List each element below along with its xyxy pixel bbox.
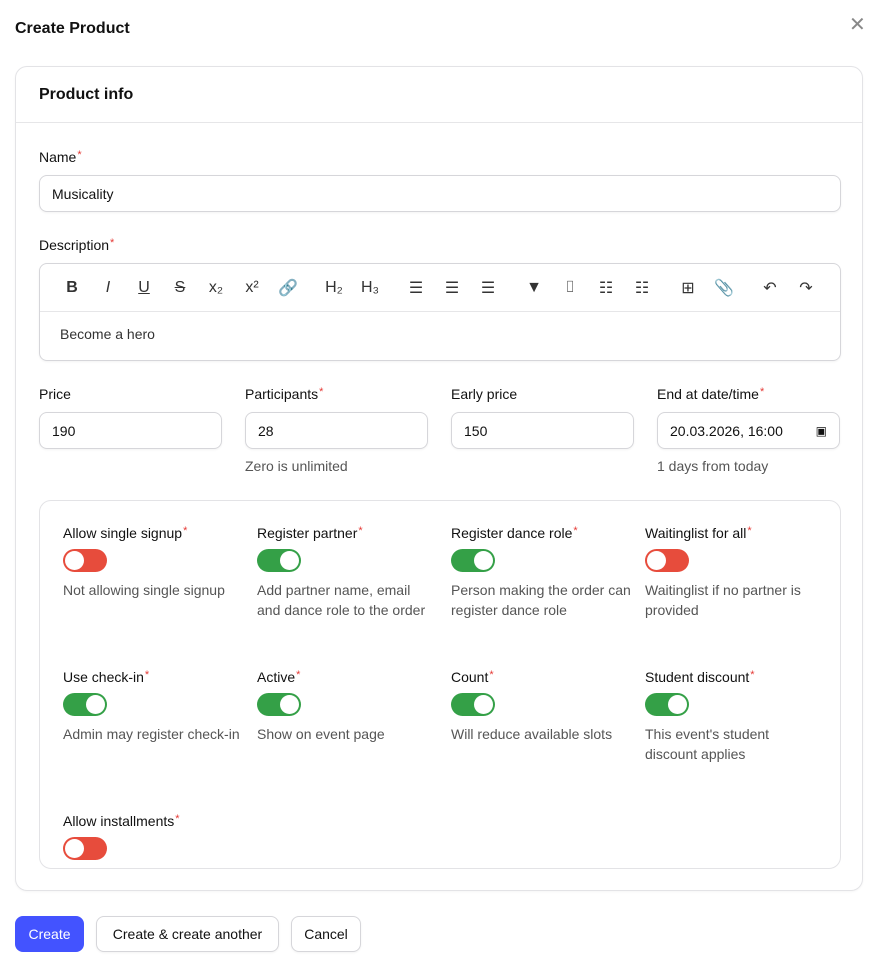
undo-icon[interactable]: ↶ [763,279,777,297]
field-label: Price [39,386,71,402]
toggle-group: Waitinglist for all* Waitinglist if no p… [645,525,825,620]
toggle-switch[interactable] [63,693,107,716]
toggle-description: Show on event page [257,726,385,742]
attach-icon[interactable]: 📎 [714,279,734,297]
heading2-icon[interactable]: H₂ [325,278,343,296]
toggle-group: Active* Show on event page [257,669,437,744]
italic-icon[interactable]: I [105,278,111,296]
underline-icon[interactable]: U [138,278,150,296]
toggle-label: Use check-in* [63,669,150,685]
field-input[interactable]: 150 [451,412,634,449]
field-input[interactable]: 20.03.2026, 16:00 ▣ [657,412,840,449]
toggle-label: Waitinglist for all* [645,525,752,541]
close-icon[interactable]: ✕ [849,14,866,36]
toggle-group: Register dance role* Person making the o… [451,525,631,620]
toggle-label: Register partner* [257,525,363,541]
toggle-description: This event's student discount applies [645,726,770,762]
toggle-switch[interactable] [63,549,107,572]
toggle-label: Count* [451,669,494,685]
toggle-label: Active* [257,669,301,685]
bullet-list-icon[interactable]: ☷ [598,279,614,297]
toggle-description: Not allowing single signup [63,582,225,598]
toggle-group: Use check-in* Admin may register check-i… [63,669,243,744]
ordered-list-icon[interactable]: ☷ [634,279,650,297]
field-help: Zero is unlimited [245,458,348,474]
toggle-switch[interactable] [645,693,689,716]
name-label: Name* [39,149,82,165]
toggle-group: Count* Will reduce available slots [451,669,631,744]
description-label: Description* [39,237,115,253]
strikethrough-icon[interactable]: S [174,278,186,296]
toggle-description: Will reduce available slots [451,726,613,742]
subscript-icon[interactable]: x₂ [208,278,224,296]
redo-icon[interactable]: ↷ [799,279,813,297]
create-button[interactable]: Create [15,916,84,952]
field-input[interactable]: 190 [39,412,222,449]
toggle-description: Person making the order can register dan… [451,582,631,618]
calendar-icon[interactable]: ▣ [815,423,827,438]
toggle-label: Allow installments* [63,813,180,829]
field-value: 20.03.2026, 16:00 [670,422,783,439]
field-label: End at date/time* [657,386,765,402]
toggle-switch[interactable] [63,837,107,860]
toggle-switch[interactable] [257,693,301,716]
toggle-switch[interactable] [645,549,689,572]
field-input[interactable]: 28 [245,412,428,449]
toggle-switch[interactable] [257,549,301,572]
toggle-label: Student discount* [645,669,755,685]
toggle-label: Register dance role* [451,525,578,541]
align-center-icon[interactable]: ☰ [444,279,460,297]
toggle-description: Admin may register check-in [63,726,240,742]
field-label: Early price [451,386,518,402]
heading3-icon[interactable]: H₃ [360,278,380,296]
align-right-icon[interactable]: ☰ [480,279,496,297]
settings-panel: Allow single signup* Not allowing single… [39,500,841,869]
card-title: Product info [16,67,862,123]
product-info-card: Product info Name* Musicality Descriptio… [15,66,863,891]
toggle-group: Allow installments* [63,813,243,860]
name-input[interactable]: Musicality [39,175,841,212]
field-label: Participants* [245,386,324,402]
description-content[interactable]: Become a hero [60,326,155,342]
bold-icon[interactable]: B [66,278,78,296]
create-another-button[interactable]: Create & create another [96,916,279,952]
toggle-switch[interactable] [451,549,495,572]
toggle-description: Add partner name, email and dance role t… [257,582,426,618]
link-icon[interactable]: 🔗 [278,279,298,297]
toggle-label: Allow single signup* [63,525,188,541]
align-left-icon[interactable]: ☰ [408,279,424,297]
superscript-icon[interactable]: x² [245,278,259,296]
table-icon[interactable]: ⊞ [681,279,695,297]
blockquote-icon[interactable]: ▼ [526,278,542,296]
field-value: 150 [464,422,488,439]
field-value: 190 [52,422,76,439]
field-help: 1 days from today [657,458,769,474]
toggle-switch[interactable] [451,693,495,716]
toggle-group: Student discount* This event's student d… [645,669,825,764]
field-value: 28 [258,422,274,439]
code-block-icon[interactable]: ⌷ [565,278,575,296]
modal-title: Create Product [15,20,130,37]
cancel-button[interactable]: Cancel [291,916,361,952]
toggle-group: Register partner* Add partner name, emai… [257,525,437,620]
toggle-group: Allow single signup* Not allowing single… [63,525,243,600]
toggle-description: Waitinglist if no partner is provided [645,582,801,618]
